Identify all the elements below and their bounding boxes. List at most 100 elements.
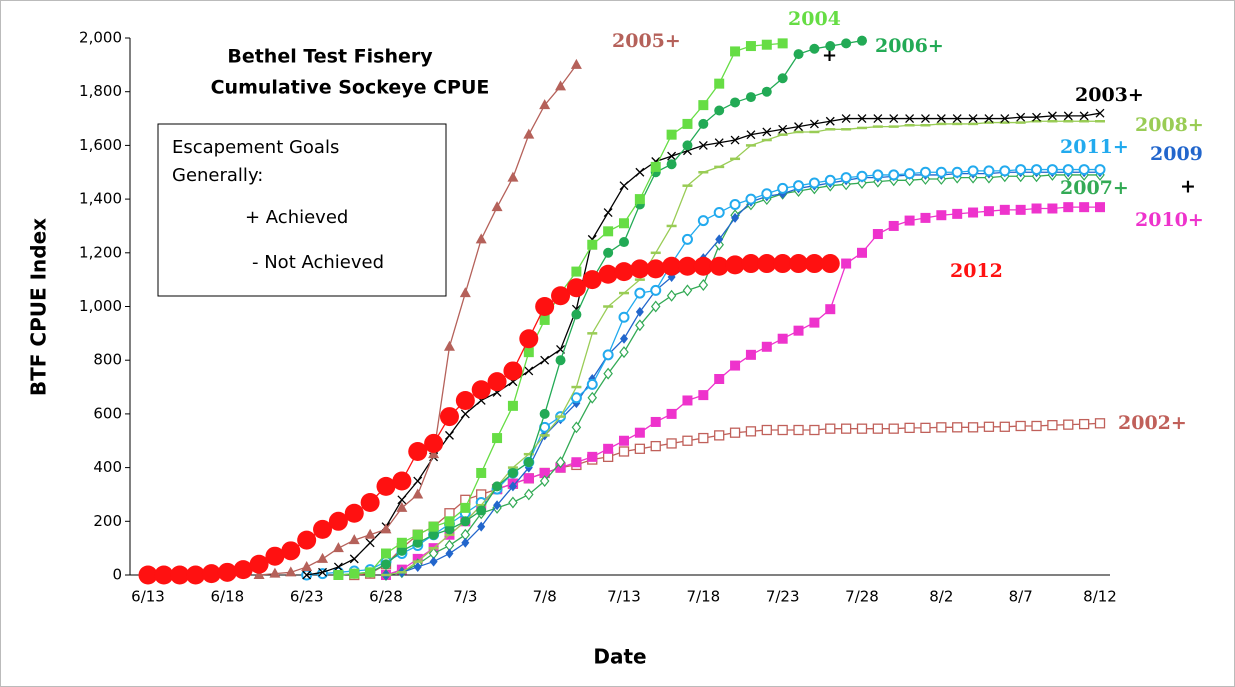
marker: [285, 566, 297, 577]
y-tick-label: 400: [93, 458, 122, 476]
marker: [841, 114, 851, 124]
marker: [376, 476, 396, 496]
marker: [587, 391, 598, 404]
marker: [984, 114, 994, 124]
series-label: 2006+: [875, 35, 944, 57]
marker: [539, 467, 550, 478]
marker: [905, 114, 915, 124]
marker: [408, 441, 428, 461]
marker: [503, 361, 523, 381]
marker: [524, 488, 534, 501]
marker: [539, 99, 551, 110]
marker: [761, 188, 773, 200]
marker: [856, 170, 868, 182]
marker: [619, 346, 629, 359]
marker: [571, 421, 582, 434]
marker: [551, 286, 571, 306]
series-label: 2012: [950, 260, 1003, 282]
marker: [535, 297, 555, 316]
y-tick-label: 600: [93, 404, 122, 422]
marker: [444, 516, 455, 527]
marker: [381, 548, 391, 559]
marker: [364, 528, 376, 539]
marker: [698, 118, 709, 129]
marker: [396, 501, 408, 512]
marker: [745, 41, 756, 52]
marker: [793, 180, 805, 192]
marker: [445, 430, 454, 440]
series-label: 2007+: [1060, 177, 1129, 199]
marker: [936, 114, 946, 124]
series-line: [385, 206, 1100, 576]
marker: [745, 349, 756, 360]
marker: [635, 319, 645, 332]
marker: [808, 177, 820, 189]
marker: [730, 97, 741, 108]
marker: [539, 314, 550, 325]
marker: [555, 80, 567, 91]
marker: [650, 440, 661, 452]
marker: [445, 548, 454, 559]
marker: [603, 226, 614, 237]
marker: [666, 129, 677, 140]
marker: [730, 135, 740, 145]
marker: [1095, 108, 1105, 118]
marker: [1015, 204, 1026, 215]
marker: [582, 270, 602, 290]
box-text: Escapement Goals: [172, 137, 339, 158]
marker: [777, 182, 789, 194]
marker: [1015, 420, 1026, 432]
marker: [1079, 111, 1089, 121]
marker: [429, 556, 438, 567]
marker: [413, 561, 422, 572]
marker: [762, 127, 772, 137]
marker: [650, 300, 661, 313]
marker: [714, 105, 725, 116]
marker: [1047, 203, 1058, 214]
marker: [491, 201, 503, 212]
marker: [380, 523, 392, 534]
marker: [746, 130, 756, 140]
marker: [428, 448, 440, 459]
marker: [570, 392, 582, 404]
marker: [523, 128, 535, 139]
marker: [1046, 164, 1058, 176]
marker: [508, 496, 518, 509]
marker: [634, 194, 645, 205]
marker: [761, 86, 772, 97]
marker: [476, 505, 487, 516]
marker: [936, 422, 947, 433]
marker: [301, 560, 313, 571]
legend-box: [157, 123, 447, 297]
marker: [460, 409, 470, 419]
marker: [889, 114, 899, 124]
marker: [424, 433, 444, 453]
marker: [935, 166, 947, 178]
marker: [713, 207, 725, 219]
marker: [773, 254, 793, 274]
marker: [1015, 164, 1027, 176]
marker: [804, 254, 824, 274]
marker: [682, 395, 693, 406]
marker: [809, 119, 819, 129]
marker: [761, 424, 772, 436]
x-tick-label: 8/7: [1009, 588, 1033, 606]
marker: [1031, 164, 1043, 176]
marker: [761, 341, 772, 352]
marker: [253, 569, 265, 579]
marker: [603, 443, 614, 454]
marker: [539, 475, 550, 487]
marker: [793, 49, 804, 60]
marker: [1078, 164, 1090, 176]
marker: [682, 435, 693, 446]
x-axis-label: Date: [593, 645, 646, 669]
x-tick-label: 7/8: [533, 588, 557, 606]
marker: [635, 167, 645, 177]
marker: [493, 500, 502, 511]
marker: [1079, 202, 1090, 213]
marker: [857, 35, 867, 46]
marker: [539, 408, 550, 419]
marker: [249, 554, 269, 574]
marker: [697, 215, 709, 227]
